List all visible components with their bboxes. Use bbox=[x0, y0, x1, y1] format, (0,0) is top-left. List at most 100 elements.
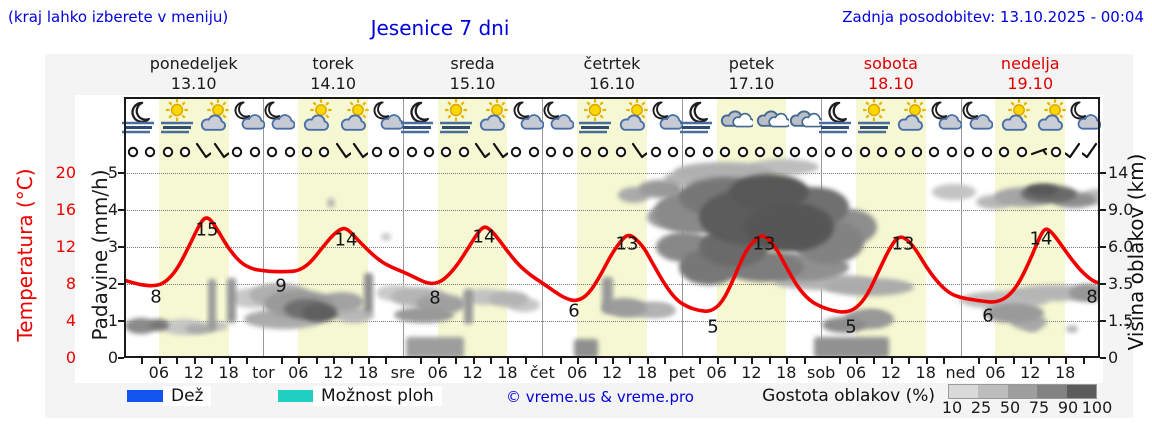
wind-calm-icon bbox=[873, 142, 891, 160]
x-hour-label: 18 bbox=[497, 363, 518, 382]
cloud-blob bbox=[406, 337, 464, 358]
x-tickmark bbox=[751, 358, 754, 364]
x-hour-label: 12 bbox=[601, 363, 623, 382]
temp-value-label: 8 bbox=[1086, 286, 1098, 308]
x-tickmark bbox=[1012, 358, 1015, 364]
y-tickmark bbox=[1100, 171, 1106, 174]
sun-cloud-icon bbox=[298, 99, 334, 135]
wind-calm-icon bbox=[943, 142, 961, 160]
x-tickmark bbox=[629, 358, 632, 364]
wind-barb-icon bbox=[1082, 142, 1100, 160]
wind-calm-icon bbox=[403, 142, 421, 160]
cloud-blob bbox=[381, 233, 391, 241]
temp-value-label: 6 bbox=[568, 300, 580, 322]
x-tickmark bbox=[1047, 358, 1050, 364]
rain-legend-swatch bbox=[127, 390, 168, 402]
y-tickmark bbox=[118, 282, 124, 285]
density-tick-label: 75 bbox=[1028, 398, 1050, 417]
day-header: četrtek 16.10 bbox=[542, 54, 681, 94]
x-hour-label: 12 bbox=[183, 363, 204, 382]
moon-cloud-icon bbox=[538, 99, 575, 135]
wind-calm-icon bbox=[1047, 142, 1065, 160]
day-header: sreda 15.10 bbox=[403, 54, 542, 94]
cloud-blob bbox=[824, 278, 914, 296]
day-name: petek bbox=[728, 54, 775, 73]
precip-tick-label: 4 bbox=[107, 199, 118, 219]
sun-fog-icon bbox=[159, 99, 195, 135]
moon-fog-icon bbox=[120, 99, 156, 135]
sun-cloud-icon bbox=[335, 99, 371, 135]
sun-fog-icon bbox=[577, 99, 613, 135]
x-tickmark bbox=[455, 358, 458, 364]
gridline bbox=[124, 320, 1100, 322]
x-tickmark bbox=[925, 358, 928, 364]
rain-legend-label: Dež bbox=[163, 386, 212, 406]
x-hour-label: 18 bbox=[218, 363, 239, 382]
x-tickmark bbox=[577, 358, 580, 364]
wind-calm-icon bbox=[437, 142, 455, 160]
temp-value-label: 13 bbox=[752, 233, 776, 255]
wind-calm-icon bbox=[786, 142, 804, 160]
x-tickmark bbox=[490, 358, 492, 364]
x-tickmark bbox=[437, 358, 440, 364]
x-tickmark bbox=[368, 358, 370, 364]
cloud-blob bbox=[149, 319, 169, 331]
wind-barb-icon bbox=[490, 142, 508, 160]
x-hour-label: 06 bbox=[985, 363, 1006, 382]
temp-value-label: 5 bbox=[845, 316, 857, 338]
wind-calm-icon bbox=[681, 142, 699, 160]
y-tickmark bbox=[1100, 245, 1106, 248]
gridline bbox=[124, 209, 1100, 211]
day-header: sobota 18.10 bbox=[821, 54, 960, 94]
moon-fog-icon bbox=[399, 99, 435, 135]
x-hour-label: 06 bbox=[427, 363, 448, 382]
sun-cloud-icon bbox=[996, 99, 1032, 135]
day-date: 16.10 bbox=[589, 74, 635, 93]
y-tickmark bbox=[118, 319, 124, 322]
sun-fog-icon bbox=[438, 99, 474, 135]
wind-barb-icon bbox=[333, 142, 351, 160]
cloudheight-tick-label: 9.0 bbox=[1108, 199, 1134, 219]
moon-fog-icon bbox=[678, 99, 714, 135]
x-tickmark bbox=[908, 358, 911, 364]
last-updated: Zadnja posodobitev: 13.10.2025 - 00:04 bbox=[842, 8, 1144, 26]
moon-cloud-icon bbox=[957, 99, 993, 135]
x-tickmark bbox=[856, 358, 858, 364]
wind-calm-icon bbox=[298, 142, 316, 160]
temp-tick-label: 8 bbox=[65, 273, 76, 293]
y-tickmark bbox=[1100, 282, 1106, 285]
gridline bbox=[124, 246, 1100, 248]
copyright-link[interactable]: © vreme.us & vreme.pro bbox=[506, 388, 694, 406]
x-tickmark bbox=[594, 358, 597, 364]
day-separator bbox=[960, 97, 962, 358]
day-date: 19.10 bbox=[1007, 74, 1054, 93]
day-header: nedelja 19.10 bbox=[961, 54, 1100, 94]
cloudheight-tick-label: 3.5 bbox=[1108, 273, 1134, 293]
x-tickmark bbox=[1082, 358, 1085, 364]
cloud-blob bbox=[1069, 284, 1100, 302]
wind-calm-icon bbox=[1013, 142, 1031, 160]
cloud-blob bbox=[185, 324, 213, 334]
cloud-blob bbox=[822, 317, 866, 333]
y-tickmark bbox=[118, 208, 124, 211]
temp-value-label: 8 bbox=[429, 287, 441, 309]
x-tickmark bbox=[890, 358, 893, 364]
temp-value-label: 6 bbox=[982, 305, 994, 327]
precip-tick-label: 1 bbox=[107, 310, 118, 330]
clouds-icon bbox=[717, 99, 753, 135]
cloud-blob bbox=[602, 277, 613, 313]
sun-cloud-icon bbox=[892, 99, 928, 135]
day-separator bbox=[263, 97, 265, 358]
x-tickmark bbox=[1065, 358, 1068, 364]
wind-calm-icon bbox=[751, 142, 769, 160]
x-hour-label: 12 bbox=[1020, 363, 1041, 382]
temp-tick-label: 16 bbox=[55, 199, 76, 219]
wind-calm-icon bbox=[908, 142, 926, 160]
wind-calm-icon bbox=[978, 142, 996, 160]
day-header: ponedeljek 13.10 bbox=[124, 54, 263, 94]
day-date: 14.10 bbox=[310, 74, 357, 93]
precip-tick-label: 2 bbox=[107, 273, 118, 293]
cloud-blob bbox=[932, 184, 976, 200]
temp-tick-label: 12 bbox=[55, 236, 76, 256]
